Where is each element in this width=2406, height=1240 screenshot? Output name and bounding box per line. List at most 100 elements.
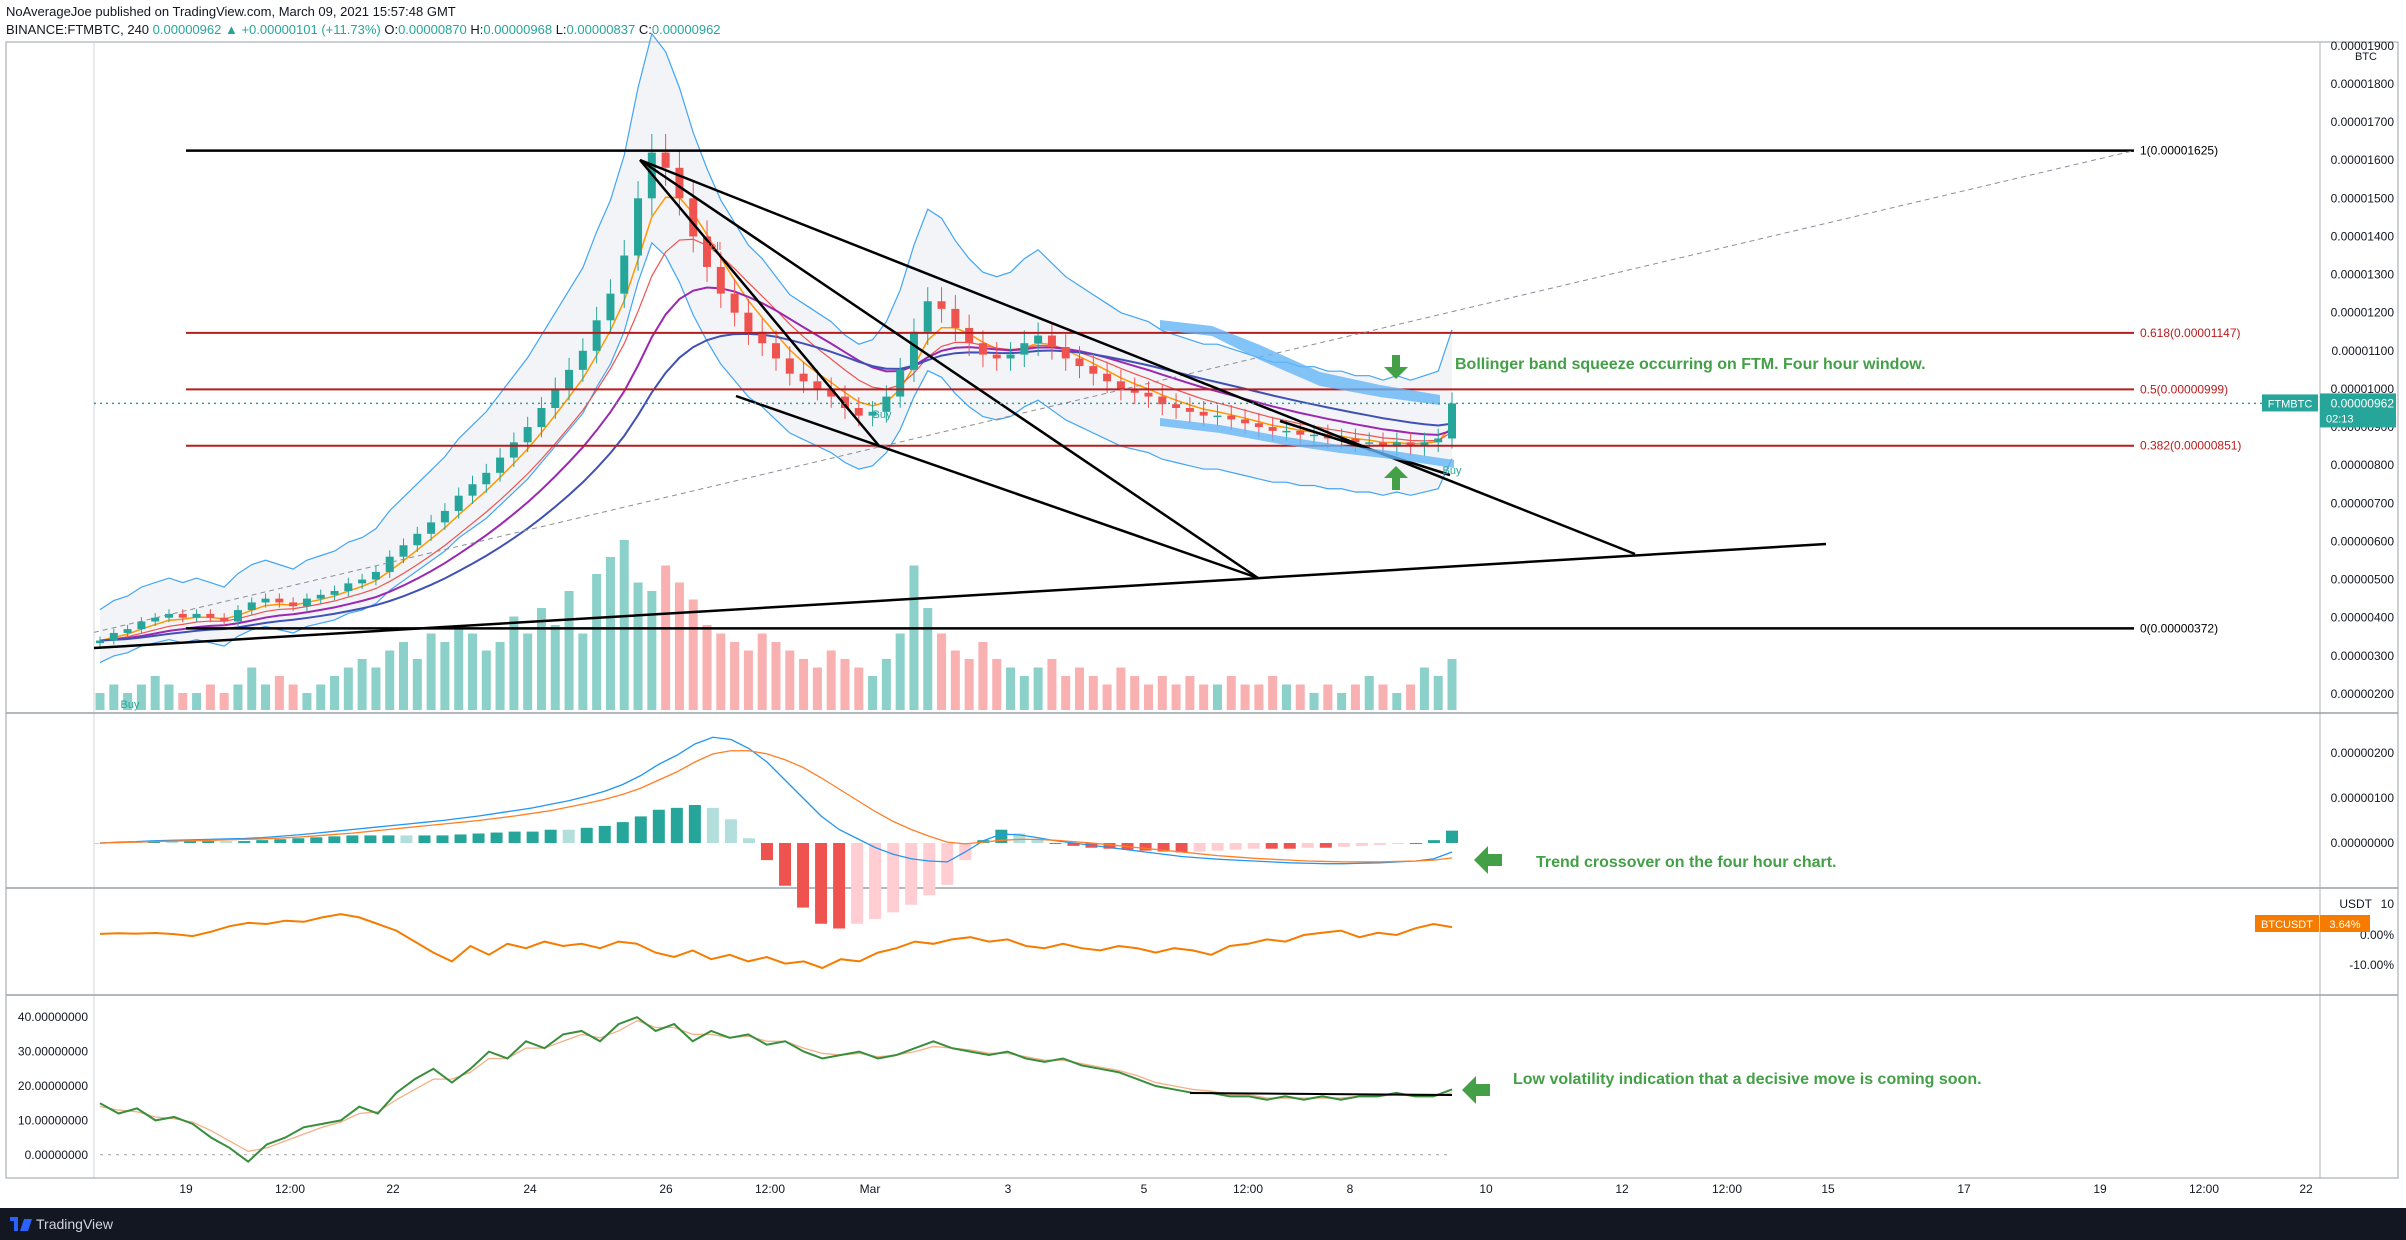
last-price-tag-bg xyxy=(2320,393,2396,428)
candle-body xyxy=(96,640,104,644)
candle-body xyxy=(192,613,201,618)
volume-bar xyxy=(302,693,312,710)
chart-frame xyxy=(5,41,2399,1179)
candle-body xyxy=(620,255,629,294)
bollinger-lower-line xyxy=(99,241,1453,664)
macd-histogram-bar xyxy=(1229,843,1242,850)
macd-histogram-bar xyxy=(166,841,179,843)
price-tick-label: 0.00000300 xyxy=(2331,649,2395,663)
ema-slow-line xyxy=(99,286,1453,642)
support-line xyxy=(1189,1092,1453,1096)
candle-body xyxy=(206,613,215,618)
candle-body xyxy=(1075,358,1084,367)
volume-bar xyxy=(1309,693,1319,710)
macd-histogram-bar xyxy=(238,841,251,843)
candle-body xyxy=(385,556,394,572)
volume-bar xyxy=(1350,684,1360,710)
macd-histogram-bar xyxy=(688,805,701,843)
vol-tick-label: 20.00000000 xyxy=(18,1079,88,1093)
candle-body xyxy=(1282,430,1291,433)
chart-canvas[interactable]: 1(0.00001625) 0.618(0.00001147) 0.5(0.0000… xyxy=(0,0,2406,1208)
volume-bar xyxy=(1226,676,1236,710)
macd-histogram-bar xyxy=(616,822,629,843)
volume-bar xyxy=(826,650,836,710)
candle-body xyxy=(882,396,891,412)
volume-bar xyxy=(1075,667,1085,710)
macd-histogram-bar xyxy=(1446,830,1458,843)
macd-histogram-bar xyxy=(1139,843,1152,851)
volume-bar xyxy=(247,667,257,710)
candle-body xyxy=(289,602,298,607)
macd-histogram-bar xyxy=(508,831,521,843)
macd-histogram-bar xyxy=(94,843,106,844)
candle-body xyxy=(454,495,463,511)
volume-bar xyxy=(123,693,133,710)
macd-histogram-bar xyxy=(202,841,215,843)
candle-body xyxy=(1158,396,1167,405)
volume-bar xyxy=(316,684,326,710)
macd-histogram-bar xyxy=(652,809,665,843)
volume-bar xyxy=(536,608,546,710)
publish-text: NoAverageJoe published on TradingView.co… xyxy=(6,4,456,19)
time-tick-label: 10 xyxy=(1479,1182,1493,1196)
candle-body xyxy=(1089,366,1098,374)
candle-body xyxy=(151,617,160,622)
volume-bar xyxy=(909,565,919,710)
candle-body xyxy=(261,598,270,603)
macd-histogram-bar xyxy=(1337,843,1350,847)
macd-histogram-bar xyxy=(724,819,737,843)
volume-bar xyxy=(495,642,505,710)
arrow-left-icon xyxy=(1462,1076,1490,1104)
symbol-line: BINANCE:FTMBTC, 240 0.00000962 ▲ +0.0000… xyxy=(6,22,721,37)
volume-bar xyxy=(1171,684,1181,710)
volume-bar xyxy=(150,676,160,710)
volume-bar xyxy=(1061,676,1071,710)
macd-tick-label: 0.00000100 xyxy=(2331,791,2395,805)
high-label: H: xyxy=(470,22,484,37)
volume-bar xyxy=(1019,676,1029,710)
time-tick-label: 17 xyxy=(1957,1182,1971,1196)
candle-body xyxy=(1392,442,1401,447)
volume-bar xyxy=(385,650,395,710)
price-tick-label: 0.00001900 xyxy=(2331,39,2395,53)
price-tick-label: 0.00001700 xyxy=(2331,115,2395,129)
volume-bar xyxy=(592,574,602,710)
candle-body xyxy=(427,522,436,534)
volume-bar xyxy=(1102,684,1112,710)
macd-histogram-bar xyxy=(851,843,864,924)
fib-level-label: 0.618(0.00001147) xyxy=(2140,326,2241,340)
macd-histogram-bar xyxy=(418,835,431,843)
volume-bar xyxy=(330,676,340,710)
volume-bar xyxy=(1254,684,1264,710)
volume-bar xyxy=(964,659,974,710)
time-tick-label: 12:00 xyxy=(755,1182,785,1196)
macd-histogram-bar xyxy=(1103,843,1116,849)
candle-body xyxy=(592,320,601,351)
close-label: C: xyxy=(638,22,652,37)
symbol-name[interactable]: BINANCE:FTMBTC, 240 xyxy=(6,22,150,37)
footer-brand[interactable]: TradingView xyxy=(36,1216,114,1232)
volume-bar xyxy=(1143,684,1153,710)
candle-body xyxy=(1144,392,1153,397)
macd-histogram-bar xyxy=(887,843,900,913)
btcusdt-value-bg xyxy=(2320,915,2370,932)
tradingview-logo-icon[interactable] xyxy=(10,1217,32,1231)
candle-body xyxy=(578,350,587,370)
candle-body xyxy=(951,308,960,328)
time-tick-label: 15 xyxy=(1821,1182,1835,1196)
volume-bar xyxy=(881,659,891,710)
macd-line xyxy=(99,736,1453,865)
volume-bar xyxy=(812,667,822,710)
price-tick-label: 0.00001800 xyxy=(2331,77,2395,91)
candle-body xyxy=(675,167,684,199)
volume-bar xyxy=(716,633,726,710)
candle-body xyxy=(220,617,229,622)
candle-body xyxy=(1227,415,1236,420)
symbol-tag-label: FTMBTC xyxy=(2268,398,2313,410)
volume-bar xyxy=(523,633,533,710)
macd-histogram-bar xyxy=(1031,839,1044,843)
volume-bar xyxy=(219,693,229,710)
change-value: ▲ +0.00000101 (+11.73%) xyxy=(224,22,381,37)
open-label: O: xyxy=(384,22,399,37)
